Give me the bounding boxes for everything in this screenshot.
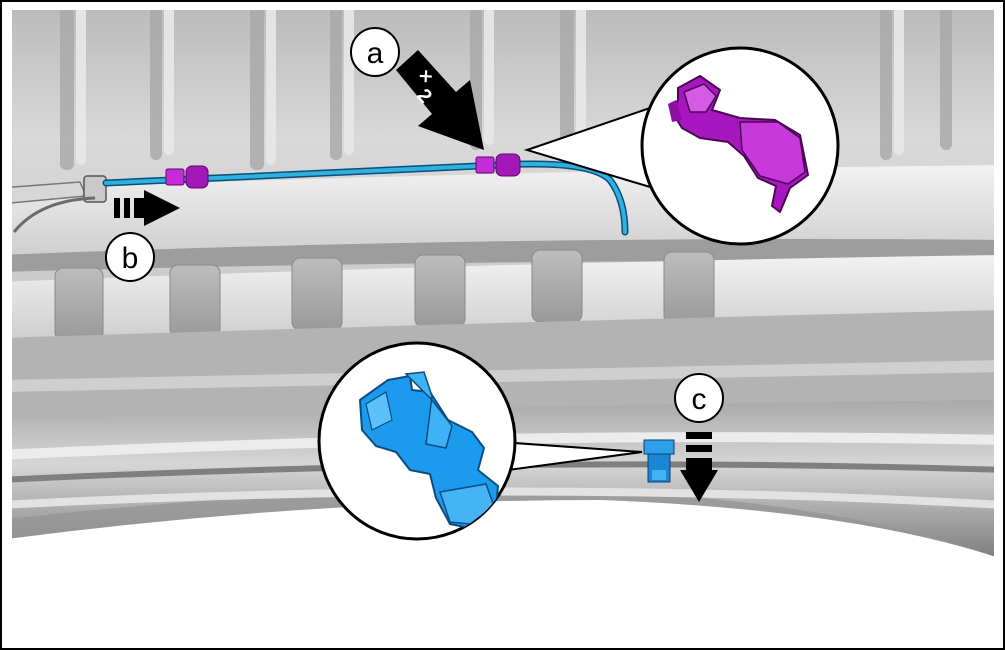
harness-clip-a [475,153,521,177]
pull-arrow-icon [114,190,180,226]
callout-b-label: b [122,242,139,275]
callout-a: a [350,27,400,77]
down-arrow-icon [680,432,718,502]
push-arrow-icon [396,50,484,150]
callout-c: c [674,373,724,423]
detail-circle-harness-clip [640,46,840,246]
detail-circle-panel-clip [317,341,517,541]
callout-b: b [105,232,155,282]
harness-clip-left [165,165,209,189]
callout-c-label: c [692,383,707,416]
panel-clip-c [643,439,675,483]
callout-a-label: a [367,37,384,70]
